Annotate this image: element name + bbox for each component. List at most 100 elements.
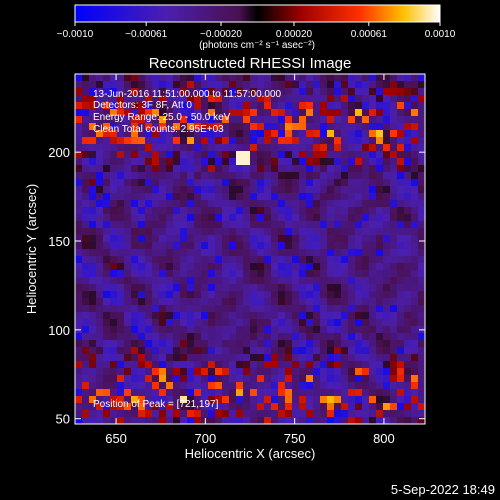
heatmap-cell <box>404 284 412 292</box>
heatmap-cell <box>397 88 405 96</box>
heatmap-cell <box>397 368 405 376</box>
heatmap-cell <box>124 368 132 376</box>
heatmap-cell <box>180 123 188 131</box>
heatmap-cell <box>103 109 111 117</box>
heatmap-cell <box>285 333 293 341</box>
heatmap-cell <box>215 368 223 376</box>
heatmap-cell <box>229 410 237 418</box>
heatmap-cell <box>271 389 279 397</box>
heatmap-cell <box>229 207 237 215</box>
heatmap-cell <box>208 284 216 292</box>
heatmap-cell <box>82 368 90 376</box>
heatmap-cell <box>187 410 195 418</box>
heatmap-cell <box>369 389 377 397</box>
heatmap-cell <box>75 354 83 362</box>
heatmap-cell <box>180 179 188 187</box>
heatmap-cell <box>299 144 307 152</box>
heatmap-cell <box>96 410 104 418</box>
heatmap-cell <box>96 137 104 145</box>
heatmap-cell <box>306 235 314 243</box>
heatmap-cell <box>110 389 118 397</box>
heatmap-cell <box>306 312 314 320</box>
heatmap-cell <box>390 242 398 250</box>
heatmap-cell <box>278 249 286 257</box>
heatmap-cell <box>348 172 356 180</box>
heatmap-cell <box>180 95 188 103</box>
heatmap-cell <box>334 172 342 180</box>
heatmap-cell <box>208 221 216 229</box>
heatmap-cell <box>306 186 314 194</box>
heatmap-cell <box>215 242 223 250</box>
heatmap-cell <box>362 319 370 327</box>
heatmap-cell <box>285 284 293 292</box>
heatmap-cell <box>292 130 300 138</box>
heatmap-cell <box>180 347 188 355</box>
heatmap-cell <box>208 95 216 103</box>
heatmap-cell <box>306 382 314 390</box>
heatmap-cell <box>397 102 405 110</box>
heatmap-cell <box>320 382 328 390</box>
heatmap-cell <box>313 221 321 229</box>
heatmap-cell <box>159 403 167 411</box>
heatmap-cell <box>362 207 370 215</box>
heatmap-cell <box>411 165 419 173</box>
heatmap-cell <box>152 172 160 180</box>
heatmap-cell <box>236 186 244 194</box>
heatmap-cell <box>411 81 419 89</box>
heatmap-cell <box>271 333 279 341</box>
heatmap-cell <box>117 130 125 138</box>
heatmap-cell <box>131 228 139 236</box>
heatmap-cell <box>285 347 293 355</box>
heatmap-cell <box>306 102 314 110</box>
heatmap-cell <box>264 340 272 348</box>
heatmap-cell <box>271 382 279 390</box>
heatmap-cell <box>173 361 181 369</box>
heatmap-cell <box>369 242 377 250</box>
heatmap-cell <box>355 207 363 215</box>
heatmap-cell <box>96 172 104 180</box>
heatmap-cell <box>313 151 321 159</box>
heatmap-cell <box>222 410 230 418</box>
heatmap-cell <box>313 347 321 355</box>
heatmap-cell <box>341 277 349 285</box>
heatmap-cell <box>306 116 314 124</box>
heatmap-cell <box>334 403 342 411</box>
heatmap-cell <box>257 228 265 236</box>
heatmap-cell <box>194 228 202 236</box>
heatmap-cell <box>390 151 398 159</box>
heatmap-cell <box>313 277 321 285</box>
heatmap-cell <box>313 396 321 404</box>
heatmap-cell <box>411 193 419 201</box>
heatmap-cell <box>124 298 132 306</box>
heatmap-cell <box>215 151 223 159</box>
heatmap-cell <box>187 130 195 138</box>
heatmap-cell <box>383 277 391 285</box>
heatmap-cell <box>103 130 111 138</box>
heatmap-cell <box>222 88 230 96</box>
heatmap-cell <box>313 235 321 243</box>
heatmap-cell <box>334 130 342 138</box>
heatmap-cell <box>131 221 139 229</box>
heatmap-cell <box>411 298 419 306</box>
heatmap-cell <box>397 347 405 355</box>
heatmap-cell <box>264 74 272 82</box>
heatmap-cell <box>292 410 300 418</box>
heatmap-cell <box>376 179 384 187</box>
heatmap-cell <box>278 109 286 117</box>
heatmap-cell <box>397 417 405 424</box>
heatmap-cell <box>390 81 398 89</box>
heatmap-cell <box>313 123 321 131</box>
heatmap-cell <box>411 249 419 257</box>
heatmap-cell <box>327 81 335 89</box>
heatmap-cell <box>383 151 391 159</box>
heatmap-cell <box>250 347 258 355</box>
heatmap-cell <box>376 403 384 411</box>
heatmap-cell <box>334 354 342 362</box>
heatmap-cell <box>397 116 405 124</box>
heatmap-cell <box>362 382 370 390</box>
heatmap-cell <box>278 200 286 208</box>
heatmap-cell <box>243 263 251 271</box>
heatmap-cell <box>327 137 335 145</box>
heatmap-cell <box>257 102 265 110</box>
heatmap-cell <box>236 319 244 327</box>
